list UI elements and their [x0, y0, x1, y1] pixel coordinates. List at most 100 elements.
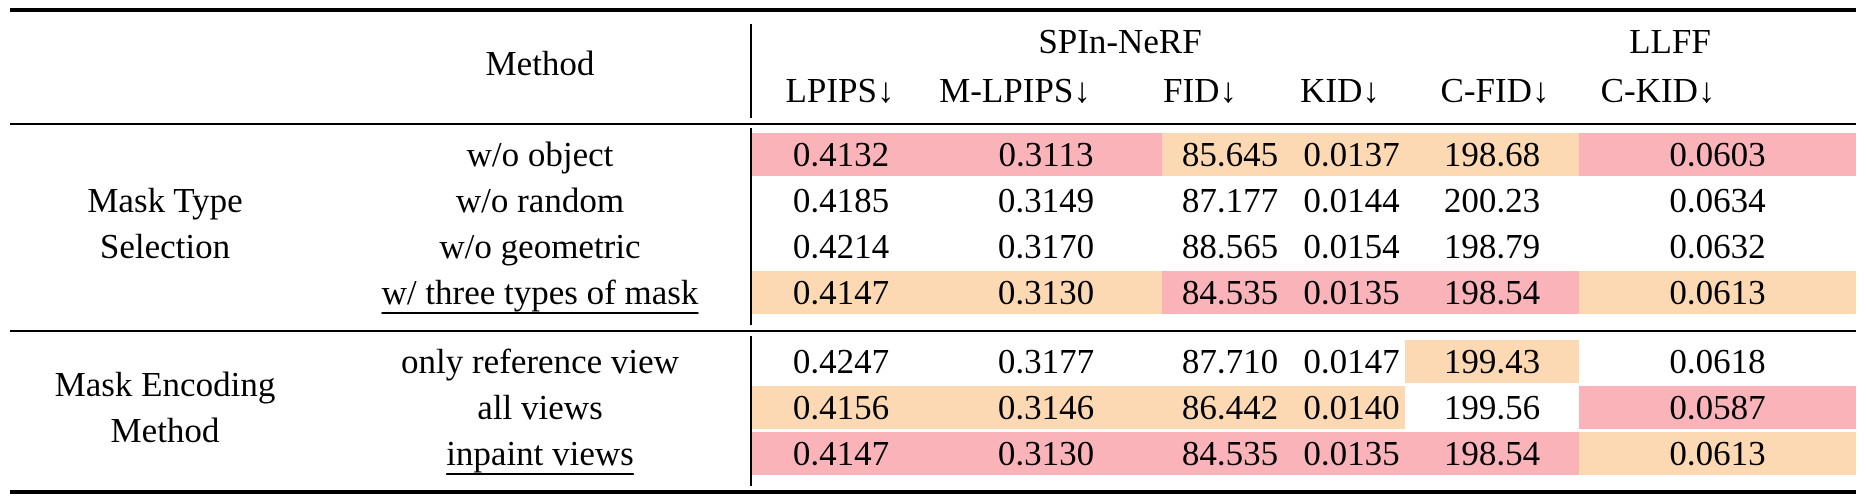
- column-header-4: C-FID↓: [1440, 71, 1550, 110]
- method-header: Method: [485, 44, 595, 83]
- value-cell: 0.3113: [998, 135, 1094, 174]
- value-cell: 198.54: [1443, 434, 1541, 473]
- method-name-text: all views: [477, 388, 603, 427]
- group-header-spin-nerf: SPIn-NeRF: [1038, 22, 1202, 61]
- value-cell: 198.79: [1443, 227, 1541, 266]
- value-cell: 84.535: [1181, 434, 1279, 473]
- body-separator-2: [750, 336, 752, 486]
- value-cell: 0.0147: [1303, 342, 1400, 381]
- value-cell: 0.0613: [1669, 434, 1766, 473]
- method-name-text: inpaint views: [446, 434, 634, 473]
- method-name: all views: [320, 386, 760, 429]
- value-cell: 86.442: [1181, 388, 1279, 427]
- cell-highlight-second: [1405, 133, 1579, 176]
- value-cell: 0.4132: [792, 135, 890, 174]
- method-name-text: only reference view: [401, 342, 679, 381]
- value-cell: 0.3170: [997, 227, 1095, 266]
- value-cell: 0.3177: [997, 342, 1095, 381]
- value-cell: 0.0587: [1669, 388, 1766, 427]
- cell-highlight-best: [1298, 432, 1405, 475]
- value-cell: 0.0135: [1303, 434, 1400, 473]
- cell-highlight-second: [930, 386, 1162, 429]
- method-name-text: w/ three types of mask: [381, 273, 699, 312]
- value-cell: 199.56: [1443, 388, 1541, 427]
- value-cell: 0.0603: [1669, 135, 1766, 174]
- value-cell: 0.0632: [1669, 227, 1766, 266]
- section-label-line: Selection: [99, 227, 231, 266]
- value-cell: 0.3130: [997, 434, 1095, 473]
- value-cell: 0.4156: [792, 388, 890, 427]
- body-separator-1: [750, 128, 752, 325]
- method-name: w/o geometric: [320, 225, 760, 268]
- value-cell: 0.0137: [1303, 135, 1400, 174]
- cell-highlight-second: [752, 386, 930, 429]
- cell-highlight-second: [1298, 133, 1405, 176]
- cell-highlight-best: [1405, 432, 1579, 475]
- method-name: w/ three types of mask: [320, 271, 760, 314]
- cell-highlight-second: [930, 271, 1162, 314]
- column-header-5: C-KID↓: [1600, 71, 1716, 110]
- value-cell: 0.4147: [792, 434, 890, 473]
- method-name-text: w/o geometric: [439, 227, 641, 266]
- section-rule: [10, 330, 1856, 332]
- value-cell: 84.535: [1181, 273, 1279, 312]
- column-header-2: FID↓: [1163, 71, 1237, 110]
- cell-highlight-best: [1162, 432, 1298, 475]
- column-header-1: M-LPIPS↓: [939, 71, 1091, 110]
- section-label-line: Method: [110, 411, 220, 450]
- method-name-text: w/o random: [455, 181, 625, 220]
- value-cell: 198.68: [1443, 135, 1541, 174]
- method-name: w/o random: [320, 179, 760, 222]
- value-cell: 0.0135: [1303, 273, 1400, 312]
- group-header-llff: LLFF: [1629, 22, 1711, 61]
- value-cell: 85.645: [1181, 135, 1279, 174]
- value-cell: 0.4214: [792, 227, 890, 266]
- top-rule: [10, 8, 1856, 12]
- cell-highlight-best: [752, 432, 930, 475]
- cell-highlight-second: [1298, 386, 1405, 429]
- cell-highlight-best: [1579, 133, 1856, 176]
- value-cell: 0.0154: [1303, 227, 1400, 266]
- value-cell: 199.43: [1443, 342, 1541, 381]
- value-cell: 0.3130: [997, 273, 1095, 312]
- cell-highlight-best: [930, 432, 1162, 475]
- value-cell: 0.0634: [1669, 181, 1766, 220]
- value-cell: 198.54: [1443, 273, 1541, 312]
- cell-highlight-second: [1579, 271, 1856, 314]
- cell-highlight-best: [930, 133, 1162, 176]
- header-separator: [750, 24, 752, 118]
- section-label-line: Mask Encoding: [54, 365, 276, 404]
- value-cell: 0.4185: [792, 181, 890, 220]
- value-cell: 0.4247: [792, 342, 890, 381]
- value-cell: 0.3149: [997, 181, 1095, 220]
- column-header-0: LPIPS↓: [785, 71, 895, 110]
- cell-highlight-best: [1579, 386, 1856, 429]
- section-label-line: Mask Type: [87, 181, 243, 220]
- value-cell: 0.3146: [997, 388, 1095, 427]
- cell-highlight-second: [1162, 386, 1298, 429]
- value-cell: 87.177: [1181, 181, 1279, 220]
- method-name: w/o object: [320, 133, 760, 176]
- value-cell: 0.0140: [1303, 388, 1400, 427]
- cell-highlight-second: [1579, 432, 1856, 475]
- cell-highlight-second: [752, 271, 930, 314]
- value-cell: 0.4147: [792, 273, 890, 312]
- value-cell: 88.565: [1181, 227, 1279, 266]
- cell-highlight-best: [1162, 271, 1298, 314]
- header-rule: [10, 123, 1856, 125]
- bottom-rule: [10, 490, 1856, 494]
- method-name: inpaint views: [320, 432, 760, 475]
- value-cell: 0.0618: [1669, 342, 1766, 381]
- column-header-3: KID↓: [1300, 71, 1380, 110]
- cell-highlight-best: [1405, 271, 1579, 314]
- cell-highlight-best: [752, 133, 930, 176]
- value-cell: 200.23: [1443, 181, 1541, 220]
- value-cell: 87.710: [1181, 342, 1279, 381]
- method-name-text: w/o object: [466, 135, 614, 174]
- cell-highlight-second: [1405, 340, 1579, 383]
- method-name: only reference view: [320, 340, 760, 383]
- cell-highlight-best: [1298, 271, 1405, 314]
- value-cell: 0.0144: [1303, 181, 1400, 220]
- cell-highlight-second: [1162, 133, 1298, 176]
